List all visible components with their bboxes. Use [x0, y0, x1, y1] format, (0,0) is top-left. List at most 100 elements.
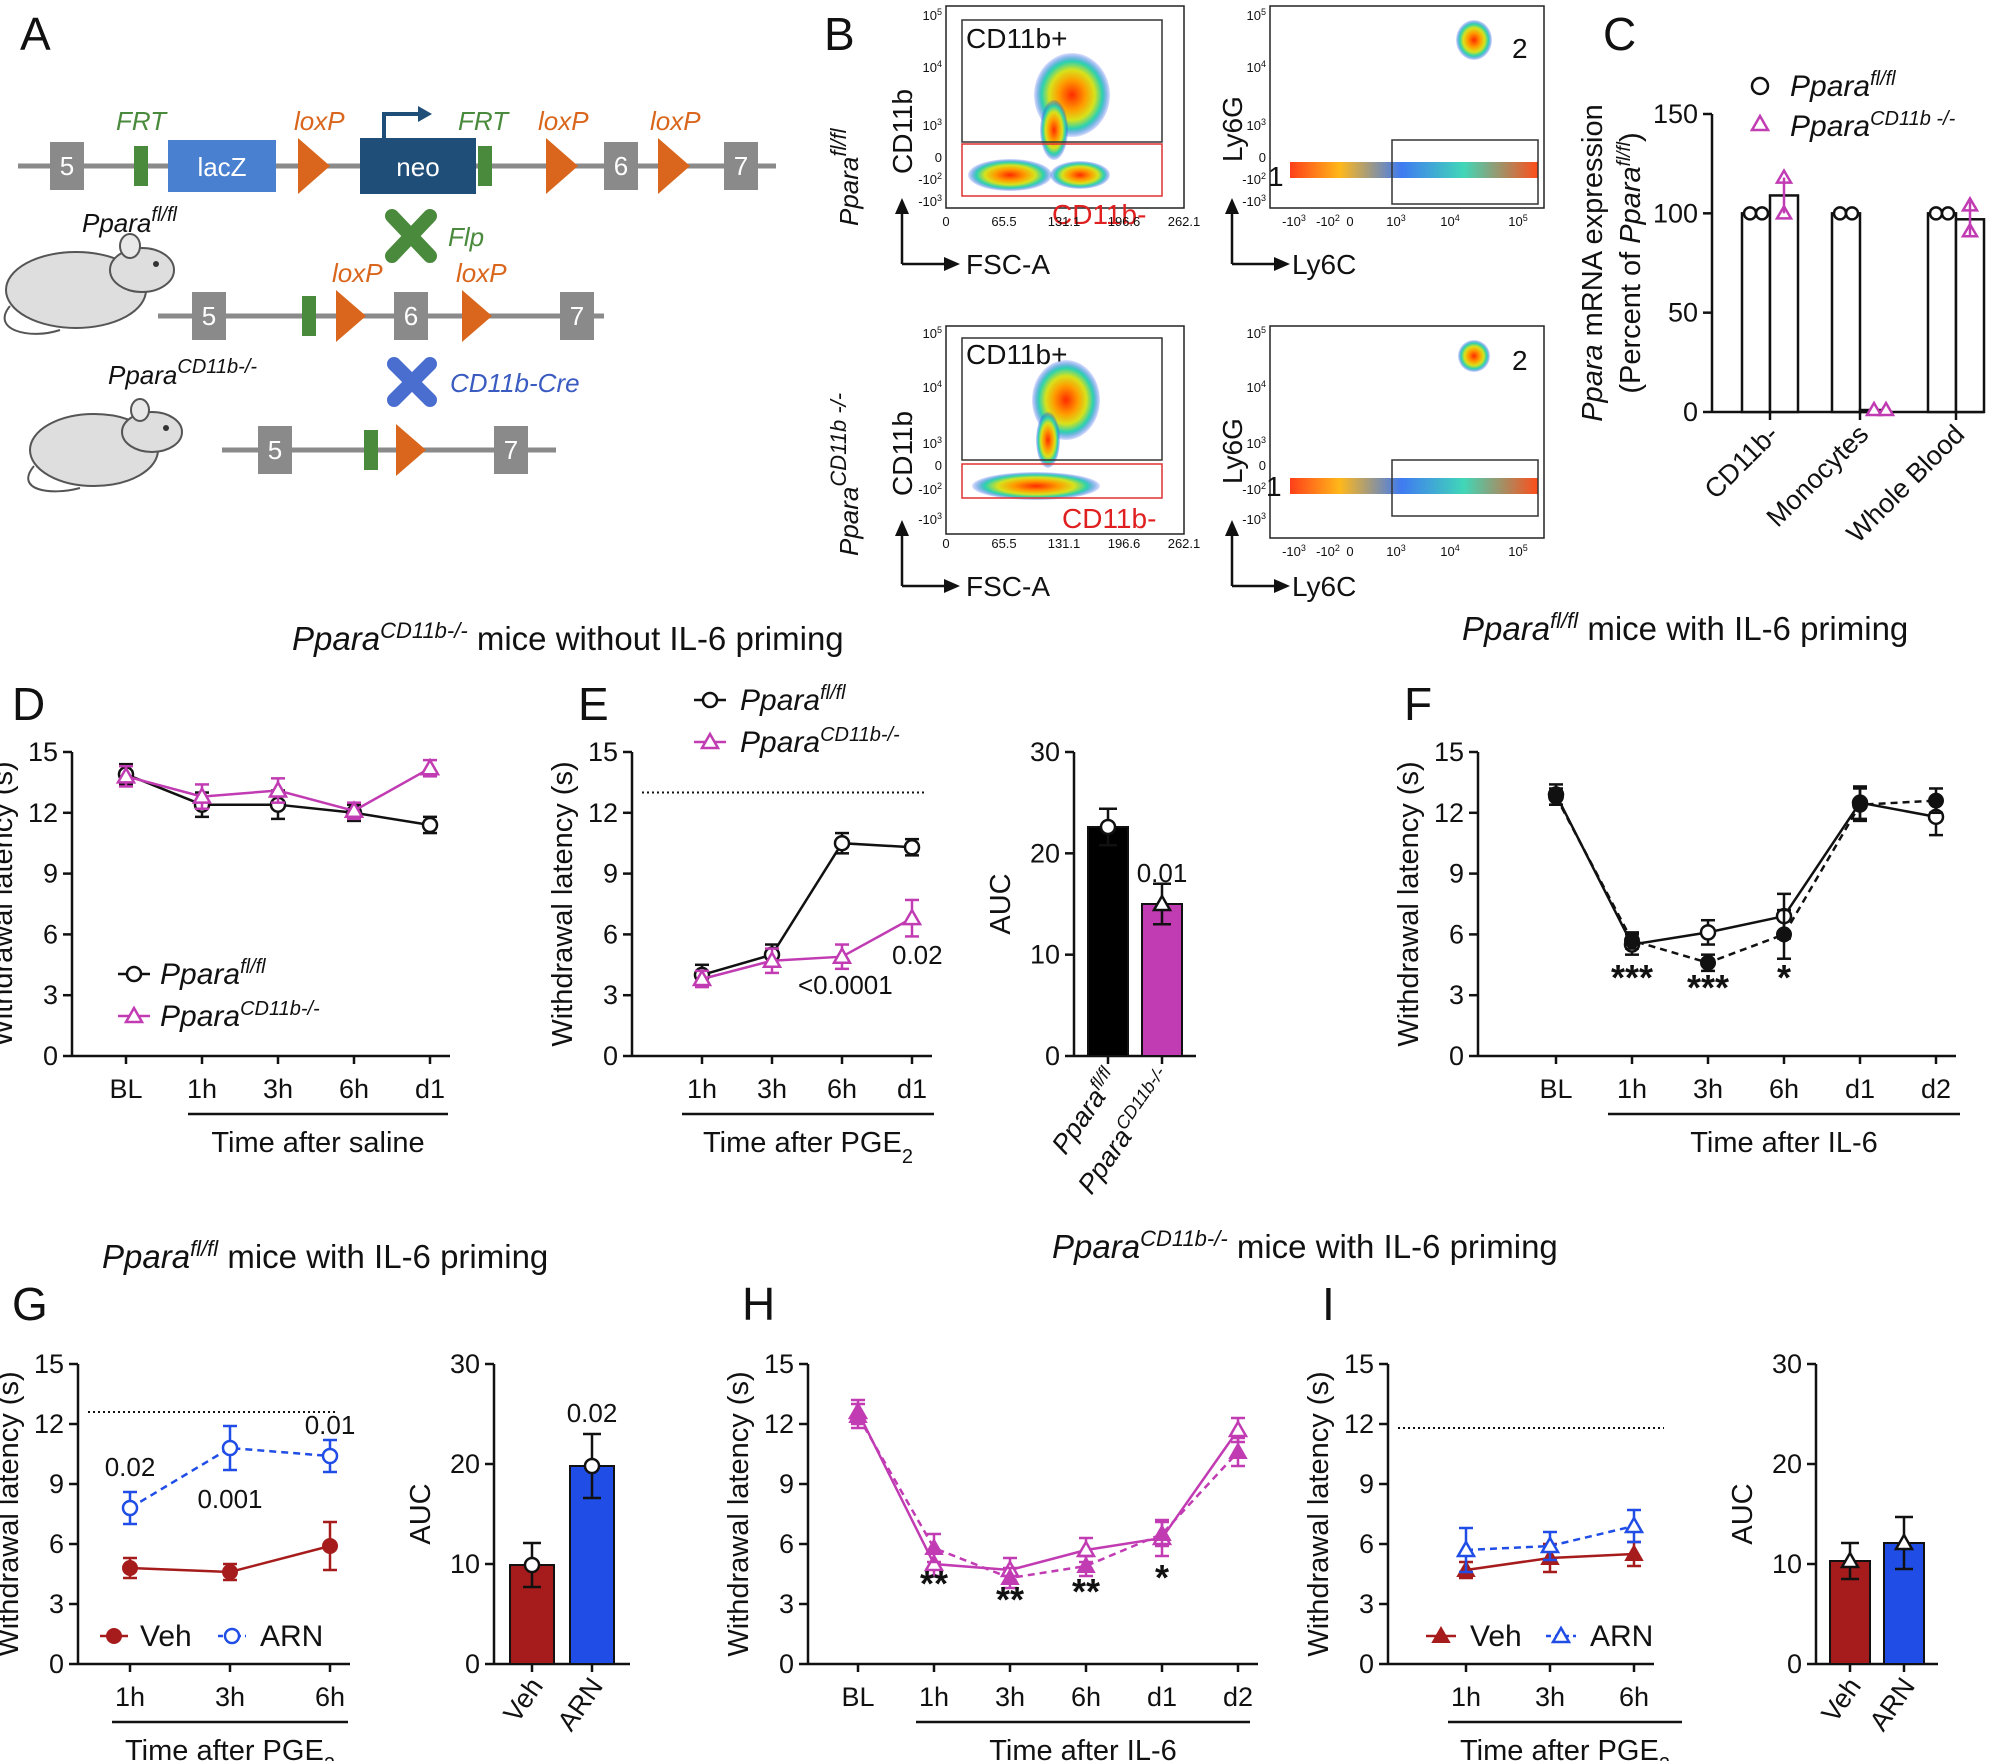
- data-point: [1000, 1567, 1020, 1585]
- legend-label-veh: Veh: [140, 1620, 192, 1653]
- y-tick-label: 6: [603, 919, 618, 949]
- y-axis-label: Withdrawal latency (s): [547, 761, 579, 1046]
- significance-star: **: [920, 1563, 948, 1604]
- legend-marker-fl: [701, 691, 719, 709]
- auc-bar: [1087, 825, 1129, 1058]
- title-fl-priming-f: Pparafl/fl mice with IL-6 priming: [1462, 608, 1908, 648]
- p-value-annotation: 0.02: [105, 1452, 156, 1482]
- y-tick-label: 30: [450, 1349, 480, 1379]
- significance-star: **: [996, 1579, 1024, 1620]
- bar: [1830, 212, 1862, 414]
- data-point: [191, 786, 213, 804]
- bar: [1926, 212, 1958, 414]
- fcs-cluster-cd11b-neg-2: [1050, 161, 1110, 189]
- exon-5-bot-label: 5: [268, 435, 282, 465]
- legend-marker-fl: [125, 965, 143, 983]
- y-tick-label: 9: [1449, 859, 1464, 889]
- fcs-xlabel-fsc: FSC-A: [966, 249, 1050, 280]
- x-tick-label: 6h: [339, 1074, 369, 1104]
- x-tick-label: ARN: [1864, 1672, 1921, 1736]
- y-tick-label: 30: [1030, 737, 1060, 767]
- data-point: [924, 1537, 944, 1555]
- y-tick-label: 0: [1359, 1649, 1374, 1679]
- x-axis-label: Time after IL-6: [1690, 1127, 1877, 1159]
- legend-label-veh: Veh: [1470, 1620, 1522, 1653]
- x-tick-label: Veh: [498, 1672, 549, 1727]
- ly6c-tick-label: 105: [1508, 213, 1527, 229]
- fcs-ylabel-ly6g: Ly6G: [1217, 96, 1248, 162]
- significance-star: *: [1155, 1557, 1169, 1598]
- loxp-mid-2: [462, 290, 492, 342]
- cd11b-tick-label: 105: [1247, 7, 1266, 23]
- y-axis-label: Withdrawal latency (s): [723, 1371, 755, 1656]
- data-point: [1928, 206, 1944, 221]
- legend-marker-veh: [1431, 1625, 1451, 1643]
- neo-cassette: [360, 138, 476, 194]
- y-tick-label: 9: [1359, 1469, 1374, 1499]
- data-point: [1099, 818, 1117, 836]
- data-point: [903, 839, 921, 856]
- data-point: [1928, 792, 1944, 809]
- x-tick-label: d1: [415, 1074, 445, 1104]
- x-tick-label: 3h: [215, 1682, 245, 1712]
- data-point: [1076, 1555, 1096, 1573]
- y-tick-label: 15: [28, 737, 58, 767]
- data-point: [583, 1457, 601, 1475]
- cd11b-tick-label: 0: [935, 150, 942, 165]
- legend-label-fl: Pparafl/fl: [160, 956, 266, 991]
- fcs-axis-arrows-icon: [900, 214, 1274, 588]
- panel-label-i: I: [1322, 1278, 1335, 1330]
- cd11b-tick-label: -102: [918, 171, 942, 187]
- data-point: [1699, 924, 1717, 941]
- x-tick-label: 3h: [757, 1074, 787, 1104]
- y-tick-label: 3: [43, 980, 58, 1010]
- exon-7-bot: [494, 426, 528, 474]
- loxp-mid-1: [336, 290, 366, 342]
- data-point: [1624, 932, 1640, 949]
- frt-bot: [364, 430, 378, 470]
- flp-label: Flp: [448, 222, 484, 252]
- fcs-band-ly6c-2: [1290, 478, 1538, 494]
- x-tick-label: 1h: [1451, 1682, 1481, 1712]
- gate-pos-label-2: CD11b+: [966, 339, 1067, 370]
- legend-marker-ko: [123, 1005, 145, 1024]
- data-point: [1864, 400, 1884, 417]
- bar: [1954, 218, 1986, 414]
- y-tick-label: 12: [764, 1409, 794, 1439]
- significance-star: *: [1777, 957, 1791, 998]
- cd11b-tick-label: 0: [1259, 458, 1266, 473]
- data-point: [1455, 1539, 1477, 1558]
- fcs-cluster-ly6g-2: [1458, 340, 1490, 372]
- data-point: [267, 779, 289, 798]
- y-tick-label: 6: [1359, 1529, 1374, 1559]
- ly6c-tick-label: -102: [1316, 213, 1340, 229]
- panel-label-d: D: [12, 678, 45, 730]
- data-point: [833, 834, 851, 852]
- chart-i: 0 3 6 9 12 15 Withdrawal latency (s) 1h 3h 6h Time…: [1303, 1349, 1682, 1761]
- cd11b-tick-label: 103: [923, 117, 942, 133]
- exon-6-mid: [394, 292, 428, 340]
- x-tick-label: Veh: [1816, 1672, 1867, 1727]
- chart-e: 0 3 6 9 12 15 Withdrawal latency (s) 1h 3h 6h d1 Ti…: [547, 682, 943, 1168]
- panel-label-g: G: [12, 1278, 48, 1330]
- series-line: [856, 1415, 1239, 1580]
- data-point: [419, 757, 441, 776]
- fcs-cluster-ly6g: [1456, 20, 1492, 60]
- data-point: [523, 1556, 541, 1574]
- fsc-tick-label: 196.6: [1108, 214, 1141, 229]
- mouse-icon-2: [27, 398, 183, 493]
- gate-ly6c-2: [1391, 459, 1539, 517]
- cd11b-tick-label: 105: [923, 7, 942, 23]
- exon-5-bot: [258, 426, 292, 474]
- y-axis-label-2: (Percent of Pparafl/fl): [1614, 132, 1648, 393]
- flow-cytometry: Pparafl/fl PparaCD11b -/- CD11b+ CD11b- …: [826, 5, 1545, 602]
- fcs-cluster-tail-2: [1036, 412, 1060, 468]
- legend-label-ko: PparaCD11b-/-: [740, 724, 900, 759]
- exon-7-bot-label: 7: [504, 435, 518, 465]
- gate-cd11b-pos-2: [961, 337, 1163, 461]
- panel-label-e: E: [578, 678, 609, 730]
- gate-cd11b-neg-2: [961, 463, 1163, 499]
- ly6c-tick-label: 104: [1440, 543, 1459, 559]
- ly6c-tick-label: 103: [1386, 543, 1405, 559]
